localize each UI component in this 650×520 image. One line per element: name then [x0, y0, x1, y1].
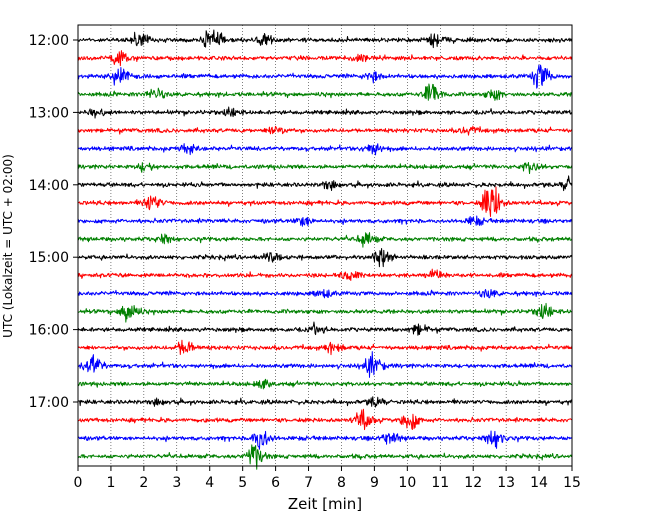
- x-tick-label-10: 10: [398, 475, 416, 491]
- trace-10: [77, 215, 573, 227]
- y-tick-label-3: 15:00: [29, 250, 69, 266]
- x-tick-label-4: 4: [205, 475, 214, 491]
- trace-12: [77, 248, 573, 268]
- plot-background: [78, 25, 572, 466]
- y-tick-label-0: 12:00: [29, 33, 69, 49]
- trace-group: [77, 29, 573, 470]
- trace-13: [77, 268, 573, 281]
- x-axis-ticks: 0 1 2 3 4 5 6 7 8 9 10 11 12 13 14 15: [74, 466, 581, 491]
- trace-3: [77, 83, 573, 101]
- x-axis-label: Zeit [min]: [288, 495, 362, 513]
- trace-11: [77, 232, 573, 248]
- x-tick-label-9: 9: [370, 475, 379, 491]
- trace-8: [77, 175, 573, 192]
- trace-7: [77, 162, 573, 175]
- x-tick-label-7: 7: [304, 475, 313, 491]
- y-tick-label-1: 13:00: [29, 105, 69, 121]
- trace-14: [77, 288, 573, 299]
- trace-5: [77, 125, 573, 136]
- trace-18: [77, 351, 573, 378]
- y-axis-label: UTC (Lokalzeit = UTC + 02:00): [1, 154, 15, 338]
- x-tick-label-0: 0: [74, 475, 83, 491]
- x-tick-label-2: 2: [139, 475, 148, 491]
- plot-frame: [77, 24, 573, 467]
- trace-17: [77, 339, 573, 356]
- y-axis-ticks: 12:00 13:00 14:00 15:00 16:00 17:00: [29, 33, 78, 411]
- x-tick-label-5: 5: [238, 475, 247, 491]
- x-tick-label-11: 11: [431, 475, 449, 491]
- y-tick-label-4: 16:00: [29, 323, 69, 339]
- trace-19: [77, 378, 573, 390]
- trace-20: [77, 396, 573, 408]
- trace-6: [77, 143, 573, 156]
- x-tick-label-12: 12: [464, 475, 482, 491]
- trace-2: [77, 64, 573, 89]
- trace-1: [77, 50, 573, 67]
- trace-22: [77, 430, 573, 450]
- trace-0: [77, 29, 573, 49]
- trace-21: [77, 408, 573, 431]
- trace-9: [77, 186, 573, 217]
- x-tick-label-15: 15: [563, 475, 581, 491]
- trace-15: [77, 302, 573, 323]
- x-tick-label-13: 13: [497, 475, 515, 491]
- x-tick-label-6: 6: [271, 475, 280, 491]
- y-tick-label-2: 14:00: [29, 178, 69, 194]
- x-tick-label-3: 3: [172, 475, 181, 491]
- trace-23: [77, 444, 573, 470]
- trace-16: [77, 321, 572, 336]
- trace-4: [77, 106, 573, 119]
- x-tick-label-1: 1: [106, 475, 115, 491]
- x-tick-label-8: 8: [337, 475, 346, 491]
- y-tick-label-5: 17:00: [29, 395, 69, 411]
- x-tick-label-14: 14: [530, 475, 548, 491]
